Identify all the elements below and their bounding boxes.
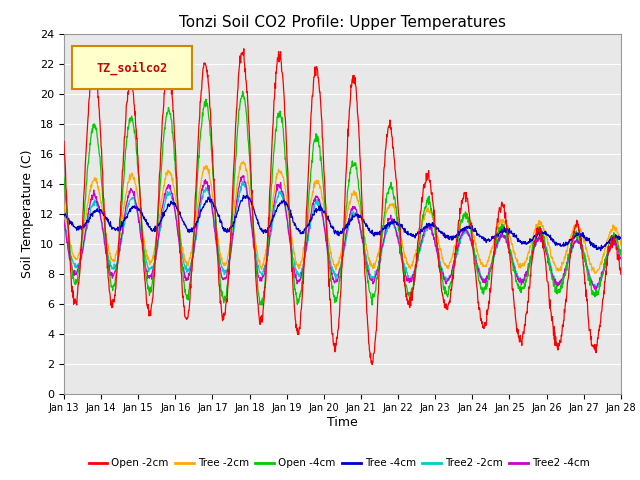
Legend: Open -2cm, Tree -2cm, Open -4cm, Tree -4cm, Tree2 -2cm, Tree2 -4cm: Open -2cm, Tree -2cm, Open -4cm, Tree -4… [84,454,594,472]
Title: Tonzi Soil CO2 Profile: Upper Temperatures: Tonzi Soil CO2 Profile: Upper Temperatur… [179,15,506,30]
X-axis label: Time: Time [327,416,358,429]
Text: TZ_soilco2: TZ_soilco2 [96,61,168,74]
FancyBboxPatch shape [72,46,192,89]
Y-axis label: Soil Temperature (C): Soil Temperature (C) [22,149,35,278]
